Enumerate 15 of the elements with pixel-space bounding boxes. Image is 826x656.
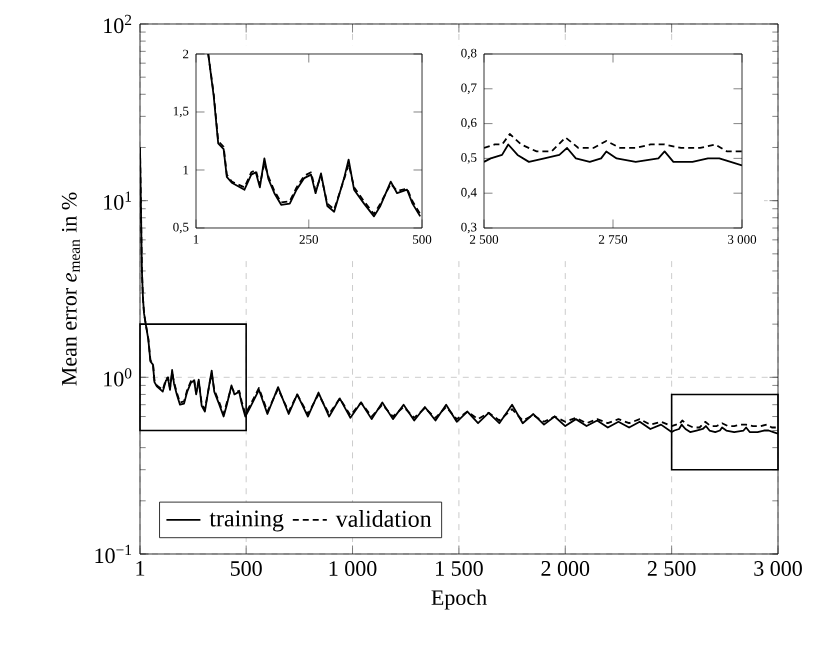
y-tick-label: 10$^{0}$ xyxy=(104,368,132,387)
legend-label: training xyxy=(209,510,284,532)
x-tick-label: 2 500 xyxy=(647,561,696,576)
y-axis-title: Mean error e$_{mean}$ in % xyxy=(61,192,80,386)
x-tick-label: 1 xyxy=(136,561,145,576)
y-tick-label: 10$^{2}$ xyxy=(104,14,132,34)
y-tick-label: 10$^{1}$ xyxy=(104,191,132,210)
legend-label: validation xyxy=(335,510,432,527)
x-tick-label: 500 xyxy=(230,561,262,576)
x-tick-label: 2 000 xyxy=(541,561,590,576)
x-tick-label: 1 500 xyxy=(436,561,483,576)
x-tick-label: 1 000 xyxy=(329,561,377,576)
x-axis-title: Epoch xyxy=(431,589,487,610)
x-tick-label: 3 000 xyxy=(754,561,802,576)
y-tick-label: 10$^{−1}$ xyxy=(95,544,132,564)
